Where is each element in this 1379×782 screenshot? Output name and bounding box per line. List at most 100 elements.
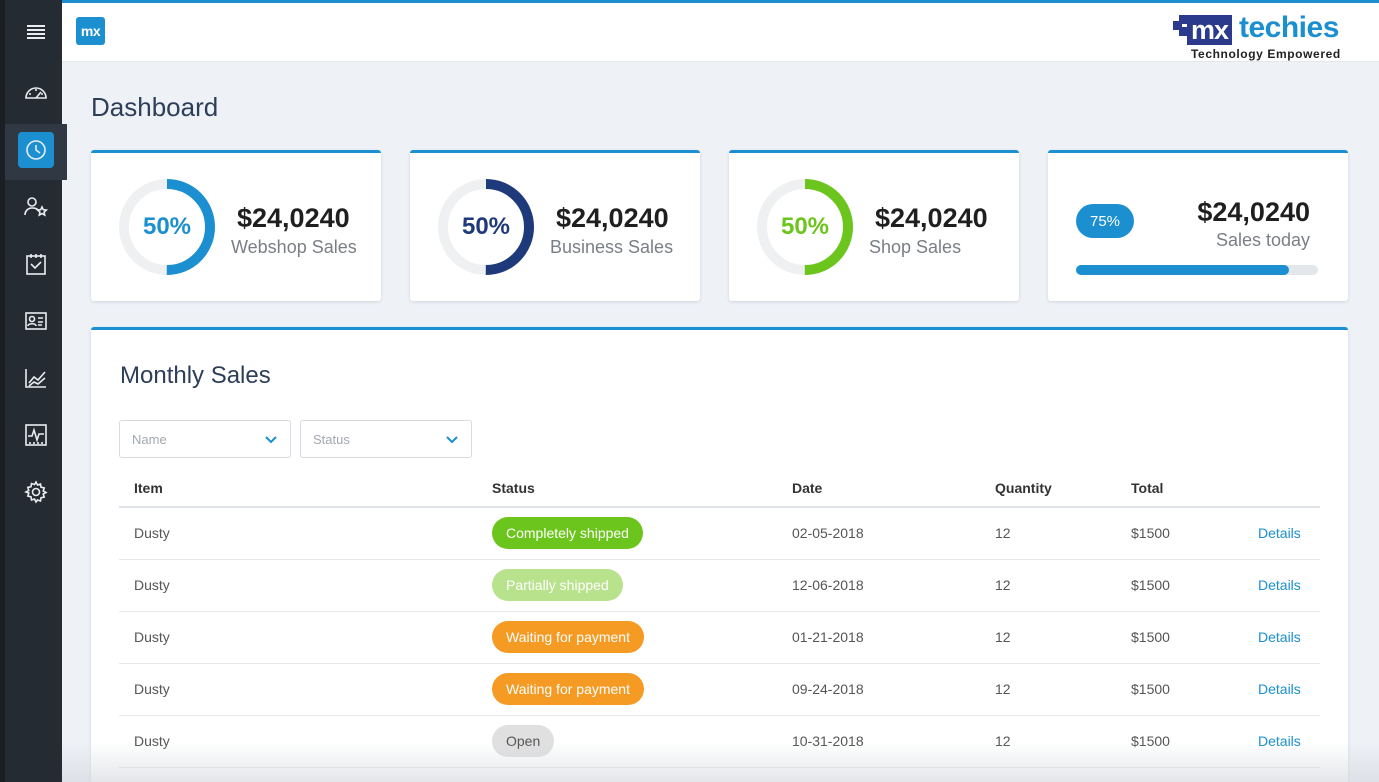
cell-action: Details <box>1243 559 1320 612</box>
monthly-sales-panel: Monthly Sales Name Status Item Status Da… <box>91 327 1348 782</box>
kpi-ring-arc <box>119 179 215 275</box>
kpi-ring <box>119 179 215 275</box>
sidebar-item-dashboard[interactable] <box>10 66 62 118</box>
brand-logo: mx techies Technology Empowered <box>1173 11 1361 63</box>
cell-item: Dusty <box>119 663 477 716</box>
kpi-ring-arc <box>438 179 534 275</box>
cell-item: Dusty <box>119 559 477 612</box>
panel-title: Monthly Sales <box>120 362 271 389</box>
kpi-percent: 50% <box>142 213 192 240</box>
cell-item: Dusty <box>119 715 477 768</box>
kpi-card-today: 75% $24,0240 Sales today <box>1048 150 1348 301</box>
cell-action: Details <box>1243 611 1320 664</box>
column-header-item[interactable]: Item <box>119 470 477 508</box>
brand-tagline: Technology Empowered <box>1191 47 1341 61</box>
gear-icon <box>23 479 49 505</box>
status-filter-dropdown[interactable]: Status <box>300 420 472 458</box>
cell-date: 10-31-2018 <box>777 715 980 768</box>
status-badge: Waiting for payment <box>492 621 644 653</box>
line-chart-icon <box>23 365 49 391</box>
details-link[interactable]: Details <box>1258 733 1301 749</box>
table-row: Dusty Open 10-31-2018 12 $1500 Details <box>119 715 1320 768</box>
sidebar-item-orders[interactable] <box>10 238 62 290</box>
cell-total: $1500 <box>1116 559 1243 612</box>
details-link[interactable]: Details <box>1258 681 1301 697</box>
users-star-icon <box>23 194 49 220</box>
cell-quantity: 12 <box>980 611 1116 664</box>
cell-quantity: 12 <box>980 663 1116 716</box>
kpi-percent: 50% <box>461 213 511 240</box>
kpi-card-webshop: 50% $24,0240 Webshop Sales <box>91 150 381 301</box>
cell-date: 12-06-2018 <box>777 559 980 612</box>
cell-status: Waiting for payment <box>477 663 777 716</box>
kpi-amount: $24,0240 <box>237 203 350 233</box>
sales-progress-bar <box>1076 265 1318 275</box>
name-filter-dropdown[interactable]: Name <box>119 420 291 458</box>
details-link[interactable]: Details <box>1258 525 1301 542</box>
cell-action: Details <box>1243 663 1320 716</box>
menu-button[interactable] <box>10 6 62 58</box>
status-badge: Completely shipped <box>492 517 643 550</box>
kpi-amount: $24,0240 <box>875 203 988 233</box>
cell-quantity: 12 <box>980 507 1116 560</box>
column-header-status[interactable]: Status <box>477 470 777 508</box>
table-row: Dusty Waiting for payment 01-21-2018 12 … <box>119 611 1320 664</box>
column-header-actions <box>1243 470 1320 508</box>
column-header-total[interactable]: Total <box>1116 470 1243 508</box>
sidebar-item-settings[interactable] <box>10 466 62 518</box>
status-badge: Partially shipped <box>492 569 623 601</box>
id-card-icon <box>23 308 49 334</box>
cell-date: 02-05-2018 <box>777 507 980 560</box>
cell-total: $1500 <box>1116 507 1243 560</box>
brand-techies: techies <box>1239 11 1339 44</box>
kpi-amount: $24,0240 <box>556 203 669 233</box>
sidebar-item-history[interactable] <box>5 124 67 180</box>
cell-date: 09-24-2018 <box>777 663 980 716</box>
sales-table: Item Status Date Quantity Total Dusty Co… <box>119 470 1320 768</box>
status-filter-placeholder: Status <box>313 432 350 447</box>
kpi-amount: $24,0240 <box>1197 197 1310 227</box>
cell-item: Dusty <box>119 507 477 560</box>
sidebar-item-customers[interactable] <box>10 295 62 347</box>
table-row: Dusty Partially shipped 12-06-2018 12 $1… <box>119 559 1320 612</box>
column-header-quantity[interactable]: Quantity <box>980 470 1116 508</box>
cell-quantity: 12 <box>980 559 1116 612</box>
status-badge: Open <box>492 725 555 757</box>
notepad-icon <box>23 251 49 277</box>
table-row: Dusty Waiting for payment 09-24-2018 12 … <box>119 663 1320 716</box>
kpi-percent-badge: 75% <box>1076 204 1134 238</box>
sidebar <box>0 0 67 782</box>
cell-action: Details <box>1243 715 1320 768</box>
status-badge: Waiting for payment <box>492 673 644 705</box>
sidebar-item-analytics[interactable] <box>10 352 62 404</box>
cell-quantity: 12 <box>980 715 1116 768</box>
cell-status: Partially shipped <box>477 559 777 612</box>
cell-status: Completely shipped <box>477 507 777 560</box>
kpi-card-business: 50% $24,0240 Business Sales <box>410 150 700 301</box>
table-header-row: Item Status Date Quantity Total <box>119 470 1320 508</box>
column-header-date[interactable]: Date <box>777 470 980 508</box>
brand-squares-icon <box>1173 15 1195 37</box>
cell-total: $1500 <box>1116 663 1243 716</box>
kpi-ring-arc <box>757 179 853 275</box>
chevron-down-icon <box>264 432 278 450</box>
page-title: Dashboard <box>91 92 219 122</box>
kpi-percent: 50% <box>780 213 830 240</box>
kpi-ring <box>757 179 853 275</box>
chevron-down-icon <box>445 432 459 450</box>
cell-total: $1500 <box>1116 715 1243 768</box>
speedometer-icon <box>23 79 49 105</box>
cell-status: Open <box>477 715 777 768</box>
sales-progress-fill <box>1076 265 1289 275</box>
app-logo[interactable]: mx <box>76 17 105 45</box>
clock-icon <box>18 132 54 168</box>
sidebar-item-users[interactable] <box>10 181 62 233</box>
cell-total: $1500 <box>1116 611 1243 664</box>
kpi-ring <box>438 179 534 275</box>
details-link[interactable]: Details <box>1258 629 1301 645</box>
sidebar-item-reports[interactable] <box>10 409 62 461</box>
pulse-chart-icon <box>23 422 49 448</box>
details-link[interactable]: Details <box>1258 577 1301 593</box>
kpi-card-shop: 50% $24,0240 Shop Sales <box>729 150 1019 301</box>
kpi-label: Business Sales <box>550 237 674 257</box>
